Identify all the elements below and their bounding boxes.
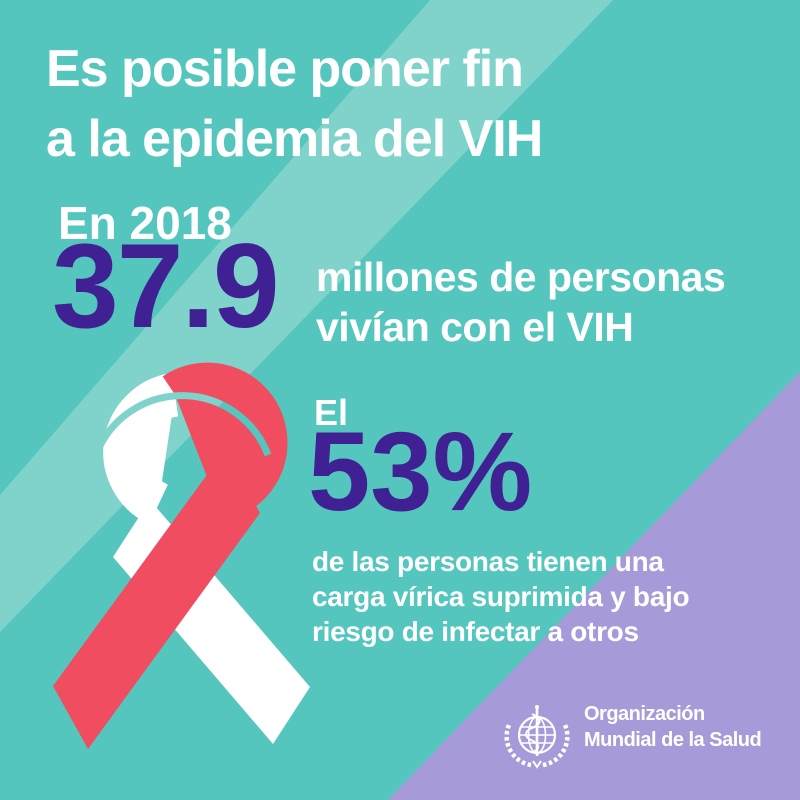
headline: Es posible poner fin a la epidemia del V… bbox=[46, 34, 543, 174]
stat-hiv-total-value: 37.9 bbox=[52, 219, 280, 353]
stat-viral-desc-line2: carga vírica suprimida y bajo bbox=[312, 581, 690, 612]
who-logo-line1: Organización bbox=[584, 703, 705, 725]
headline-line2: a la epidemia del VIH bbox=[46, 110, 543, 168]
stat-hiv-total-description: millones de personas vivían con el VIH bbox=[316, 252, 726, 352]
stat-viral-desc-line1: de las personas tienen una bbox=[312, 546, 664, 577]
headline-line1: Es posible poner fin bbox=[46, 40, 524, 98]
stat-year-prefix: En 2018 bbox=[58, 197, 232, 249]
stat-hiv-total-desc-line2: vivían con el VIH bbox=[316, 304, 634, 350]
awareness-ribbon-icon bbox=[53, 362, 310, 749]
who-logo-line2: Mundial de la Salud bbox=[584, 729, 762, 751]
who-logo-text: Organización Mundial de la Salud bbox=[584, 701, 762, 753]
stat-viral-description: de las personas tienen una carga vírica … bbox=[312, 544, 690, 649]
background-lavender-corner bbox=[388, 372, 800, 800]
stat-viral-value: 53% bbox=[308, 409, 533, 534]
stat-viral-prefix: El bbox=[314, 392, 349, 433]
who-emblem-icon bbox=[504, 705, 570, 769]
stat-hiv-total-desc-line1: millones de personas bbox=[316, 254, 726, 300]
stat-viral-desc-line3: riesgo de infectar a otros bbox=[312, 616, 639, 647]
